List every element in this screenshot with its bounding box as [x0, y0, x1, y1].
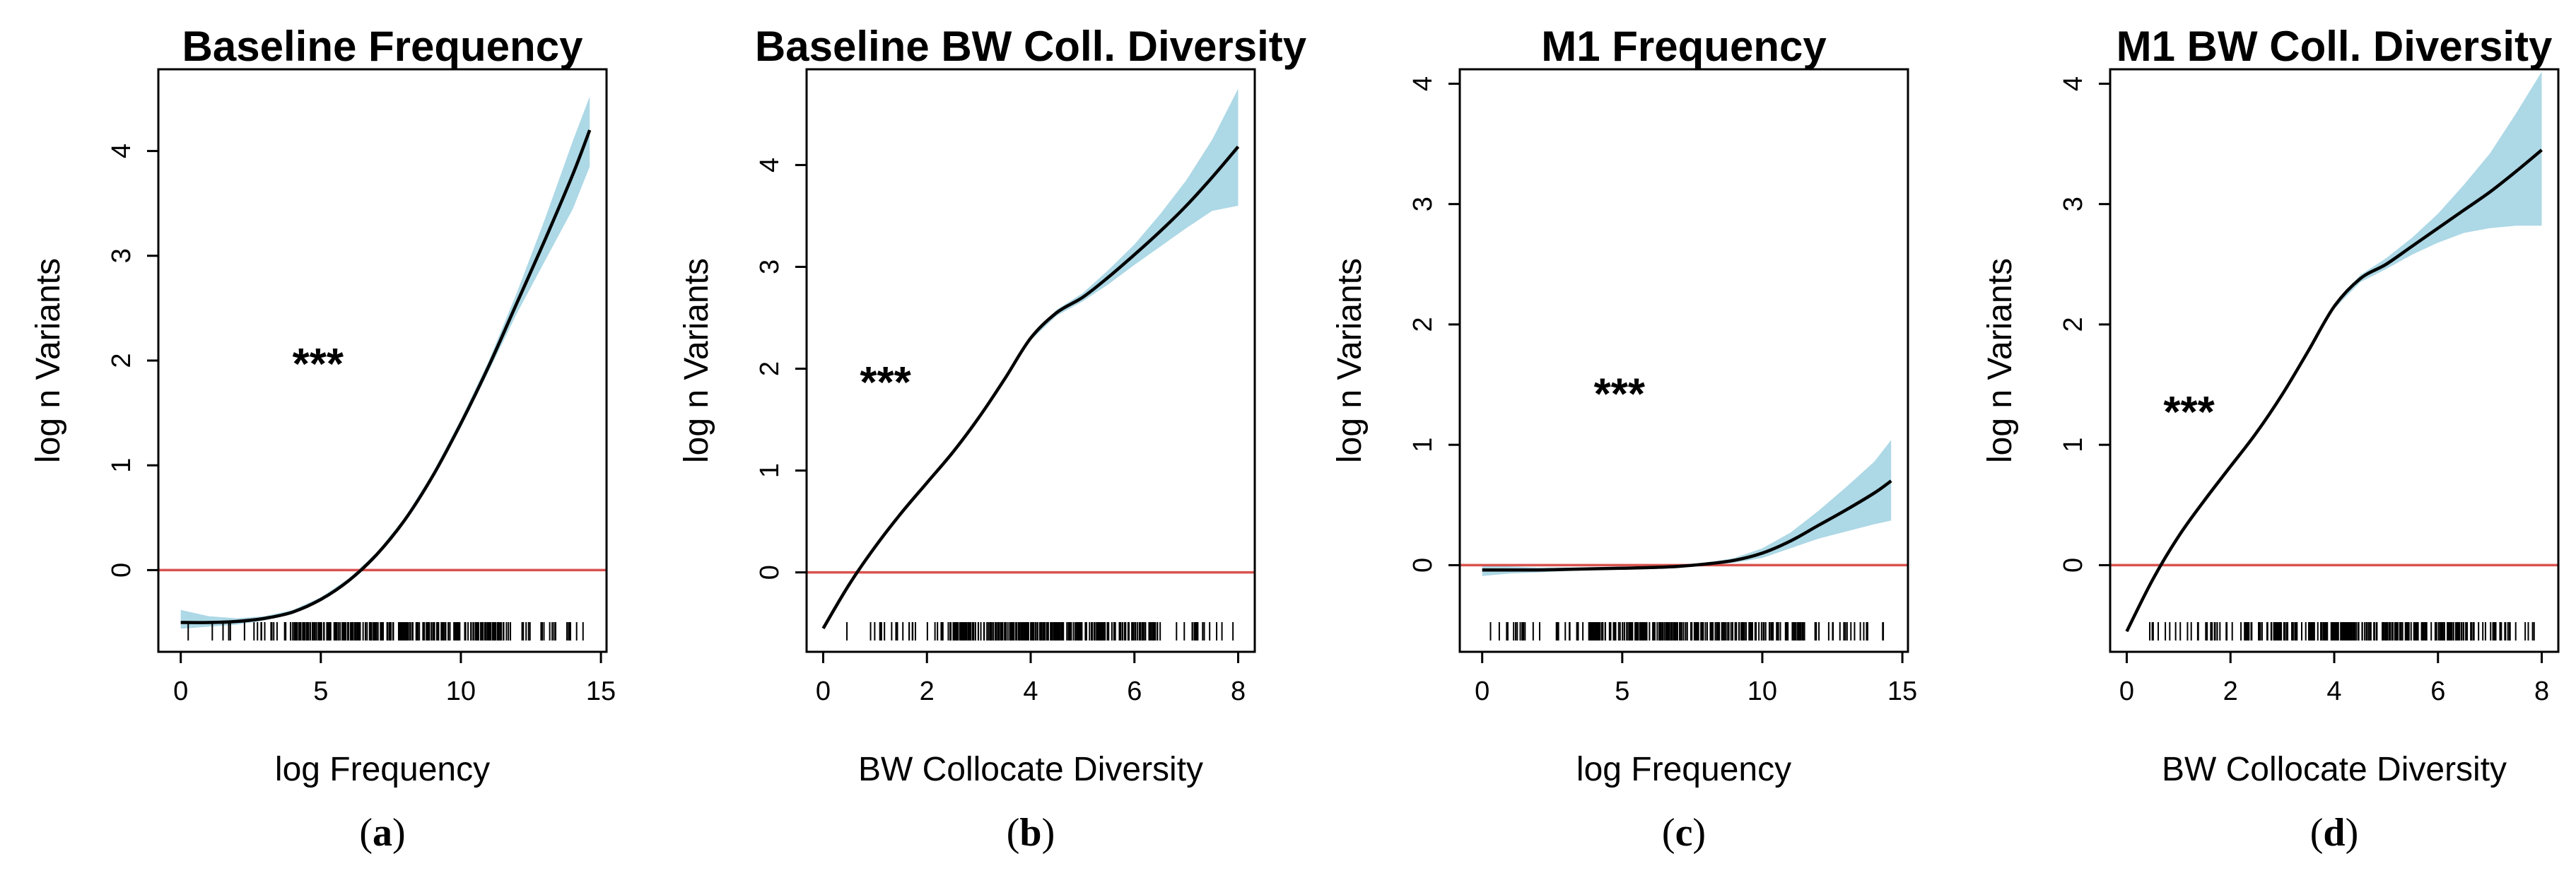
y-tick-label: 2 — [755, 361, 785, 376]
panel-c-y-axis-label: log n Variants — [1331, 258, 1369, 463]
panel-c-significance-marker: *** — [1594, 370, 1646, 419]
x-tick-label: 2 — [920, 677, 935, 706]
panel-d-caption-letter: d — [2323, 811, 2345, 855]
panel-c-x-axis-label: log Frequency — [1576, 751, 1791, 788]
panel-c: M1 Frequency 0 1 2 3 4 0 5 10 15 log Frequency log … — [1331, 23, 1917, 855]
panel-b: Baseline BW Coll. Diversity 0 1 2 3 4 0 2 4 6 8 BW … — [678, 23, 1307, 855]
x-tick-label: 0 — [173, 677, 188, 706]
panel-c-plot-frame — [1458, 68, 1909, 653]
panel-a-confidence-band — [180, 96, 590, 629]
x-tick-label: 6 — [2430, 677, 2445, 706]
panel-a-plot-frame — [157, 68, 608, 653]
x-tick-label: 15 — [1887, 677, 1917, 706]
panel-d-fitted-curve — [2125, 148, 2543, 633]
panel-d-x-axis-label: BW Collocate Diversity — [2162, 751, 2507, 788]
panel-a-caption-letter: a — [373, 811, 392, 855]
x-tick-label: 10 — [446, 677, 476, 706]
panel-b-y-axis-label: log n Variants — [678, 258, 715, 463]
y-tick-label: 0 — [107, 563, 136, 578]
x-tick-label: 4 — [2326, 677, 2341, 706]
panel-c-fitted-curve — [1482, 479, 1892, 572]
panel-a-rug — [187, 622, 584, 641]
panel-c-confidence-band — [1482, 440, 1892, 576]
x-tick-label: 4 — [1023, 677, 1038, 706]
y-tick-label: 4 — [1408, 76, 1438, 91]
panel-d-rug — [2149, 622, 2535, 641]
panel-b-caption: (b) — [1007, 811, 1055, 855]
x-tick-label: 8 — [1231, 677, 1246, 706]
x-tick-label: 0 — [816, 677, 831, 706]
panel-b-rug — [846, 622, 1234, 641]
panel-d-confidence-band — [2126, 71, 2542, 632]
x-tick-label: 5 — [1615, 677, 1629, 706]
x-tick-label: 6 — [1127, 677, 1142, 706]
y-tick-label: 1 — [755, 463, 785, 478]
y-tick-label: 3 — [1408, 197, 1438, 211]
x-tick-label: 8 — [2534, 677, 2549, 706]
panel-d-significance-marker: *** — [2163, 388, 2215, 437]
y-tick-label: 1 — [107, 458, 136, 473]
x-tick-label: 2 — [2223, 677, 2238, 706]
y-tick-label: 0 — [1408, 558, 1438, 573]
y-tick-label: 3 — [107, 248, 136, 263]
panel-a-x-axis-label: log Frequency — [275, 751, 490, 788]
panel-b-significance-marker: *** — [860, 358, 911, 407]
y-tick-label: 1 — [2059, 438, 2088, 452]
x-tick-label: 15 — [586, 677, 616, 706]
panel-a-y-axis-label: log n Variants — [30, 258, 67, 463]
panel-a-fitted-curve — [180, 129, 592, 624]
x-tick-label: 0 — [2119, 677, 2134, 706]
panel-a: Baseline Frequency 0 1 2 3 4 0 5 10 15 log Frequen… — [30, 23, 616, 855]
y-tick-label: 3 — [2059, 197, 2088, 211]
panel-d: M1 BW Coll. Diversity 0 1 2 3 4 0 2 4 6 8 BW Colloc… — [1981, 23, 2560, 855]
panel-c-caption: (c) — [1662, 811, 1706, 855]
y-tick-label: 2 — [1408, 317, 1438, 332]
panel-b-x-axis-label: BW Collocate Diversity — [858, 751, 1203, 788]
y-tick-label: 4 — [755, 158, 785, 172]
y-tick-label: 0 — [755, 565, 785, 580]
x-tick-label: 5 — [313, 677, 328, 706]
y-tick-label: 4 — [107, 144, 136, 158]
panel-a-caption: (a) — [359, 811, 405, 855]
panel-d-y-axis-label: log n Variants — [1981, 258, 2019, 463]
panel-d-title: M1 BW Coll. Diversity — [2117, 23, 2553, 70]
y-tick-label: 0 — [2059, 558, 2088, 573]
panel-c-title: M1 Frequency — [1541, 23, 1827, 70]
y-tick-label: 3 — [755, 259, 785, 274]
x-tick-label: 0 — [1475, 677, 1489, 706]
panel-c-caption-letter: c — [1675, 811, 1693, 855]
panel-b-caption-letter: b — [1019, 811, 1041, 855]
panel-a-significance-marker: *** — [293, 340, 344, 389]
panel-b-title: Baseline BW Coll. Diversity — [755, 23, 1307, 70]
panel-c-rug — [1489, 622, 1885, 641]
panel-a-title: Baseline Frequency — [182, 23, 584, 70]
panel-b-fitted-curve — [821, 146, 1240, 630]
panel-d-caption: (d) — [2310, 811, 2358, 855]
y-tick-label: 2 — [107, 353, 136, 368]
x-tick-label: 10 — [1747, 677, 1777, 706]
y-tick-label: 2 — [2059, 317, 2088, 332]
y-tick-label: 4 — [2059, 76, 2088, 91]
y-tick-label: 1 — [1408, 438, 1438, 452]
